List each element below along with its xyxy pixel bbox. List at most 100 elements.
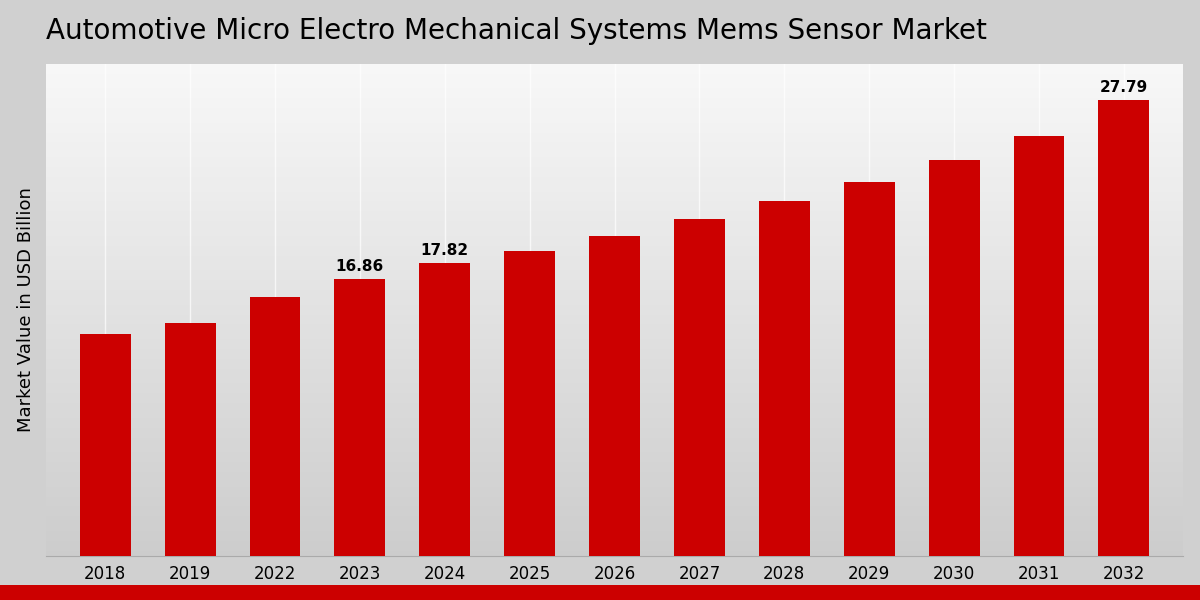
- Bar: [46, 536, 1183, 541]
- Bar: [46, 113, 1183, 118]
- Bar: [46, 108, 1183, 113]
- Bar: [46, 68, 1183, 74]
- Bar: [46, 280, 1183, 285]
- Bar: [46, 403, 1183, 408]
- Text: 27.79: 27.79: [1099, 80, 1148, 95]
- Bar: [46, 452, 1183, 457]
- Bar: [46, 290, 1183, 295]
- Bar: [929, 160, 979, 556]
- Bar: [46, 98, 1183, 103]
- Text: 17.82: 17.82: [421, 244, 469, 259]
- Bar: [46, 319, 1183, 325]
- Bar: [46, 206, 1183, 211]
- Bar: [46, 457, 1183, 462]
- Bar: [46, 241, 1183, 245]
- Bar: [758, 202, 810, 556]
- Bar: [46, 379, 1183, 383]
- Bar: [46, 329, 1183, 334]
- Bar: [46, 413, 1183, 418]
- Bar: [46, 491, 1183, 497]
- Bar: [46, 191, 1183, 196]
- Bar: [46, 93, 1183, 98]
- Bar: [46, 295, 1183, 300]
- Bar: [46, 374, 1183, 379]
- Bar: [46, 531, 1183, 536]
- Bar: [46, 172, 1183, 177]
- Bar: [46, 236, 1183, 241]
- Bar: [250, 296, 300, 556]
- Bar: [1098, 100, 1150, 556]
- Bar: [46, 339, 1183, 344]
- Bar: [46, 118, 1183, 123]
- Bar: [46, 462, 1183, 467]
- Bar: [46, 162, 1183, 167]
- Bar: [46, 442, 1183, 448]
- Bar: [46, 137, 1183, 142]
- Bar: [46, 551, 1183, 556]
- Bar: [46, 245, 1183, 251]
- Bar: [46, 325, 1183, 329]
- Bar: [46, 251, 1183, 256]
- Bar: [46, 231, 1183, 236]
- Bar: [46, 79, 1183, 83]
- Bar: [46, 260, 1183, 265]
- Bar: [46, 202, 1183, 206]
- Bar: [46, 196, 1183, 202]
- Y-axis label: Market Value in USD Billion: Market Value in USD Billion: [17, 187, 35, 432]
- Bar: [46, 334, 1183, 339]
- Bar: [46, 265, 1183, 270]
- Bar: [335, 279, 385, 556]
- Bar: [46, 521, 1183, 526]
- Bar: [46, 433, 1183, 437]
- Bar: [46, 310, 1183, 314]
- Bar: [46, 133, 1183, 137]
- Bar: [46, 497, 1183, 502]
- Bar: [46, 142, 1183, 147]
- Bar: [46, 177, 1183, 182]
- Bar: [46, 511, 1183, 516]
- Bar: [46, 157, 1183, 162]
- Bar: [46, 64, 1183, 68]
- Bar: [1014, 136, 1064, 556]
- Bar: [46, 221, 1183, 226]
- Bar: [46, 393, 1183, 398]
- Bar: [46, 506, 1183, 511]
- Bar: [46, 418, 1183, 423]
- Bar: [46, 477, 1183, 482]
- Bar: [46, 285, 1183, 290]
- Bar: [46, 270, 1183, 275]
- Bar: [46, 103, 1183, 108]
- Bar: [46, 147, 1183, 152]
- Bar: [46, 388, 1183, 393]
- Bar: [46, 344, 1183, 349]
- Bar: [46, 256, 1183, 260]
- Bar: [46, 216, 1183, 221]
- Bar: [46, 275, 1183, 280]
- Bar: [46, 83, 1183, 88]
- Bar: [46, 187, 1183, 191]
- Bar: [46, 128, 1183, 133]
- Bar: [46, 423, 1183, 428]
- Bar: [164, 323, 216, 556]
- Bar: [46, 364, 1183, 368]
- Text: Automotive Micro Electro Mechanical Systems Mems Sensor Market: Automotive Micro Electro Mechanical Syst…: [46, 17, 986, 44]
- Bar: [46, 74, 1183, 79]
- Bar: [46, 526, 1183, 531]
- Bar: [46, 428, 1183, 433]
- Bar: [46, 368, 1183, 374]
- Bar: [46, 88, 1183, 93]
- Bar: [46, 482, 1183, 487]
- Bar: [46, 448, 1183, 452]
- Bar: [46, 383, 1183, 388]
- Bar: [46, 359, 1183, 364]
- Bar: [79, 334, 131, 556]
- Bar: [46, 516, 1183, 521]
- Bar: [419, 263, 470, 556]
- Bar: [589, 236, 640, 556]
- Bar: [46, 314, 1183, 319]
- Bar: [46, 152, 1183, 157]
- Bar: [46, 546, 1183, 551]
- Bar: [46, 541, 1183, 546]
- Bar: [46, 167, 1183, 172]
- Bar: [46, 398, 1183, 403]
